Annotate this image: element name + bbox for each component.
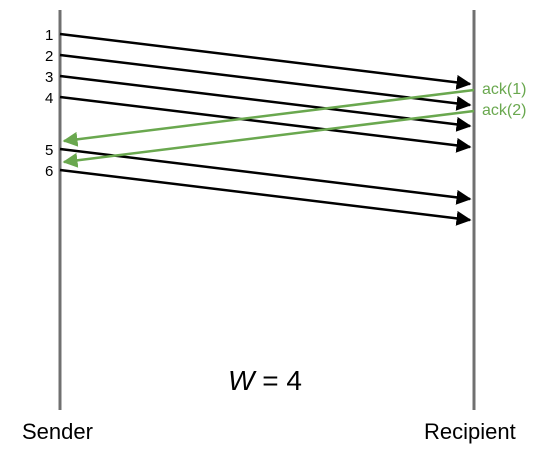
packet-arrow-1 bbox=[59, 32, 472, 90]
window-value: 4 bbox=[286, 365, 302, 396]
packet-label-2: 2 bbox=[45, 48, 53, 65]
packet-arrow-3 bbox=[59, 74, 472, 132]
packet-label-6: 6 bbox=[45, 163, 53, 180]
packet-arrow-6 bbox=[59, 168, 472, 226]
window-variable: W bbox=[228, 365, 257, 396]
sender-label: Sender bbox=[22, 419, 93, 444]
packet-label-3: 3 bbox=[45, 69, 53, 86]
packet-label-1: 1 bbox=[45, 27, 53, 44]
recipient-label: Recipient bbox=[424, 419, 516, 444]
packet-arrow-4 bbox=[59, 95, 472, 153]
packet-arrow-2 bbox=[59, 53, 472, 111]
packet-label-5: 5 bbox=[45, 142, 53, 159]
packet-label-4: 4 bbox=[45, 90, 53, 107]
packet-arrow-5 bbox=[59, 147, 472, 205]
ack-label-2: ack(2) bbox=[482, 102, 526, 119]
window-size-label: W = 4 bbox=[228, 365, 302, 396]
ack-arrow-2 bbox=[62, 109, 475, 168]
ack-arrow-1 bbox=[62, 88, 475, 147]
window-equals: = bbox=[254, 365, 286, 396]
ack-label-1: ack(1) bbox=[482, 81, 526, 98]
